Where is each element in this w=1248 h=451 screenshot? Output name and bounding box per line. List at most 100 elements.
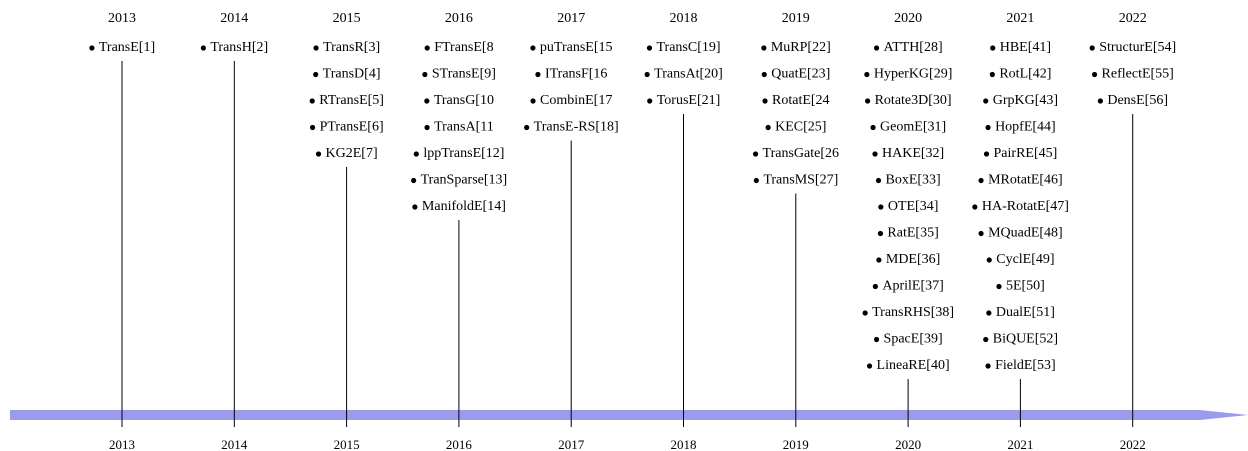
model-label: Rotate3D[30] [875, 93, 952, 108]
model-label: TransC[19] [656, 40, 720, 55]
year-label: 2017 [557, 11, 585, 26]
model-label: 5E[50] [1006, 279, 1045, 294]
model-label: CombinE[17 [540, 93, 612, 108]
bullet [872, 283, 878, 290]
bullet [752, 151, 759, 157]
bullet [872, 151, 878, 157]
bullet [986, 310, 992, 316]
bullet [1097, 98, 1103, 104]
bullet [862, 310, 868, 316]
year-label: 2013 [108, 11, 136, 26]
year-label: 2019 [782, 11, 810, 26]
model-label: TransA[11 [434, 120, 494, 135]
bullet [89, 45, 95, 51]
bullet [989, 71, 995, 78]
bullet [986, 257, 992, 263]
model-label: QuatE[23] [771, 67, 830, 82]
bullet [978, 230, 984, 237]
model-label: ReflectE[55] [1102, 67, 1174, 82]
bullet [309, 98, 315, 104]
bullet [644, 71, 650, 78]
year-axis-label: 2015 [334, 437, 360, 451]
bullet [983, 98, 989, 104]
bullet [313, 71, 319, 78]
model-label: TransR[3] [323, 40, 380, 55]
model-label: HBE[41] [1000, 40, 1051, 55]
year-axis-label: 2014 [221, 437, 248, 451]
model-label: TransRHS[38] [872, 305, 954, 320]
model-label: PairRE[45] [994, 146, 1058, 161]
year-label: 2020 [894, 11, 922, 26]
model-label: LineaRE[40] [877, 358, 950, 373]
model-label: BiQUE[52] [993, 332, 1058, 347]
model-label: AprilE[37] [882, 279, 943, 294]
year-axis-label: 2019 [783, 437, 809, 451]
model-label: SpacE[39] [884, 332, 943, 347]
model-label: HopfE[44] [995, 120, 1056, 135]
bullet [873, 45, 880, 51]
bullet [422, 71, 428, 78]
model-label: RTransE[5] [319, 93, 384, 108]
model-label: MRotatE[46] [988, 173, 1063, 188]
model-label: PTransE[6] [320, 120, 384, 135]
model-label: STransE[9] [432, 67, 496, 82]
model-label: TorusE[21] [657, 93, 721, 108]
model-label: TransAt[20] [654, 67, 723, 82]
model-label: ATTH[28] [884, 40, 943, 55]
bullet [873, 336, 880, 343]
bullet [761, 45, 767, 51]
model-label: MuRP[22] [771, 40, 831, 55]
bullet [983, 336, 989, 343]
model-label: TransMS[27] [763, 173, 838, 188]
bullet [762, 98, 768, 104]
model-label: TransG[10 [434, 93, 494, 108]
bullet [530, 45, 536, 51]
model-label: DualE[51] [996, 305, 1055, 320]
year-label: 2015 [333, 11, 361, 26]
model-label: OTE[34] [888, 199, 939, 214]
bullet [200, 45, 206, 51]
bullet [1091, 71, 1098, 78]
model-label: ITransF[16 [545, 67, 608, 82]
bullet [647, 98, 653, 104]
bullet [535, 71, 541, 78]
model-label: CyclE[49] [996, 252, 1054, 267]
year-axis-label: 2020 [895, 437, 921, 451]
year-label: 2022 [1119, 11, 1147, 26]
year-label: 2018 [670, 11, 698, 26]
model-label: TranSparse[13] [421, 173, 508, 188]
bullet [990, 45, 996, 51]
model-label: lppTransE[12] [423, 146, 504, 161]
year-axis-label: 2016 [446, 437, 473, 451]
year-axis-label: 2022 [1120, 437, 1146, 451]
bullet [646, 45, 653, 51]
bullet [864, 71, 870, 78]
model-label: RatE[35] [887, 226, 938, 241]
model-label: puTransE[15 [540, 40, 613, 55]
model-label: TransD[4] [323, 67, 381, 82]
bullet [985, 363, 991, 369]
bullet [865, 98, 871, 104]
year-label: 2021 [1006, 11, 1034, 26]
bullet [985, 124, 991, 131]
bullet [876, 257, 882, 263]
bullet [411, 177, 417, 184]
model-label: MDE[36] [886, 252, 940, 267]
year-axis-label: 2017 [558, 437, 585, 451]
bullet [761, 71, 767, 78]
bullet [983, 151, 990, 157]
model-label: FieldE[53] [995, 358, 1056, 373]
bullet [424, 124, 430, 131]
year-axis-label: 2021 [1007, 437, 1033, 451]
bullet [309, 124, 316, 131]
bullet [413, 151, 419, 157]
bullet [765, 124, 771, 131]
year-label: 2014 [220, 11, 248, 26]
timeline-bar [10, 410, 1248, 420]
bullet [877, 230, 884, 237]
year-axis-label: 2018 [671, 437, 697, 451]
model-label: StructurE[54] [1099, 40, 1176, 55]
bullet [972, 204, 978, 210]
model-label: TransH[2] [210, 40, 268, 55]
